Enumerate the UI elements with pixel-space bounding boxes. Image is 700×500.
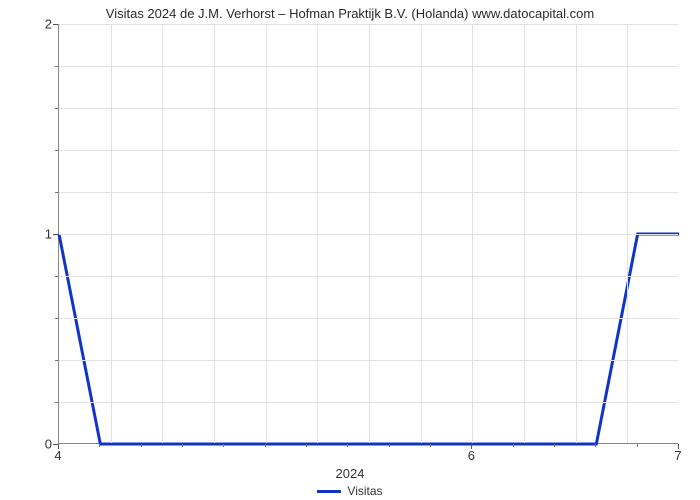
x-minor-tick [554,444,555,447]
y-minor-tick [55,66,58,67]
y-minor-tick [55,360,58,361]
y-tick-mark [53,234,58,235]
grid-line-horizontal [59,24,678,25]
grid-line-horizontal [59,360,678,361]
grid-line-horizontal [59,402,678,403]
grid-line-horizontal [59,318,678,319]
legend-label: Visitas [347,484,382,498]
x-tick-mark [58,444,59,449]
x-minor-tick [347,444,348,447]
y-minor-tick [55,402,58,403]
x-minor-tick [99,444,100,447]
y-minor-tick [55,192,58,193]
x-minor-tick [637,444,638,447]
legend: Visitas [0,484,700,498]
y-tick-label: 0 [45,437,52,452]
grid-line-horizontal [59,150,678,151]
x-minor-tick [595,444,596,447]
x-minor-tick [265,444,266,447]
legend-swatch [317,490,341,493]
y-tick-mark [53,24,58,25]
x-minor-tick [182,444,183,447]
x-minor-tick [223,444,224,447]
y-tick-label: 2 [45,17,52,32]
plot-area [58,24,678,444]
y-minor-tick [55,108,58,109]
x-tick-label: 7 [674,448,681,463]
x-tick-mark [678,444,679,449]
x-minor-tick [141,444,142,447]
grid-line-horizontal [59,192,678,193]
grid-line-horizontal [59,108,678,109]
x-minor-tick [513,444,514,447]
chart-title: Visitas 2024 de J.M. Verhorst – Hofman P… [0,6,700,21]
x-tick-mark [471,444,472,449]
x-axis-label: 2024 [0,466,700,481]
grid-line-horizontal [59,66,678,67]
line-chart: Visitas 2024 de J.M. Verhorst – Hofman P… [0,0,700,500]
grid-line-horizontal [59,234,678,235]
grid-line-horizontal [59,276,678,277]
x-minor-tick [306,444,307,447]
y-tick-label: 1 [45,227,52,242]
x-minor-tick [430,444,431,447]
x-minor-tick [389,444,390,447]
y-minor-tick [55,276,58,277]
x-tick-label: 4 [54,448,61,463]
y-minor-tick [55,150,58,151]
y-minor-tick [55,318,58,319]
x-tick-label: 6 [468,448,475,463]
